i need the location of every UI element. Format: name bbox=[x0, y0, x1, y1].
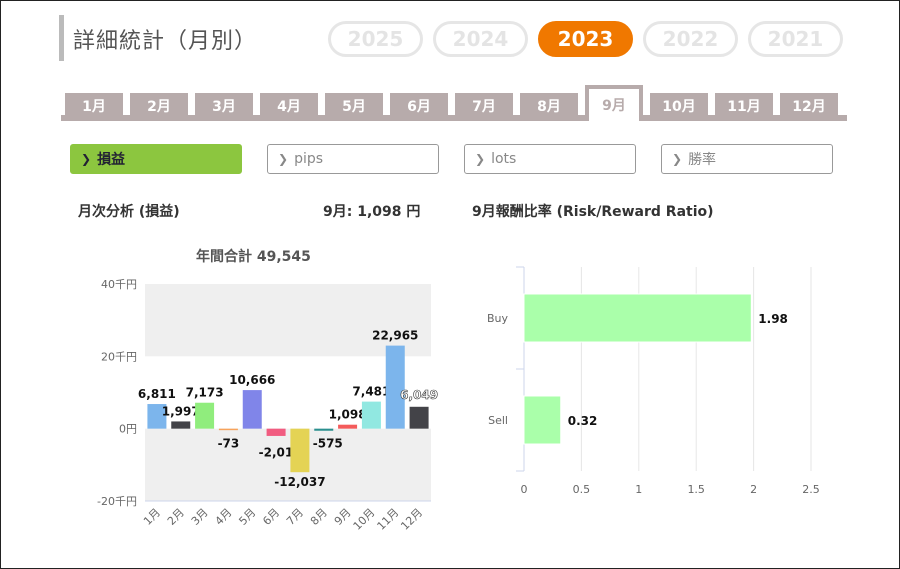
bar-value-label: 1,098 bbox=[329, 408, 367, 422]
x-tick-label: 5月 bbox=[236, 506, 258, 528]
tab-month-4[interactable]: 4月 bbox=[260, 93, 318, 119]
x-tick-label: 1月 bbox=[141, 506, 163, 528]
x-tick-label: 10月 bbox=[351, 506, 378, 533]
bar-value-label: 7,173 bbox=[186, 386, 224, 400]
x-tick-label: 11月 bbox=[375, 506, 402, 533]
x-tick-label: 2.5 bbox=[802, 483, 820, 496]
y-tick-label: 20千円 bbox=[101, 350, 137, 363]
monthly-profit-chart: 40千円 20千円 0円 -20千円 6,811 1月 1,997 2月 7,173 3月 -73 4… bbox=[97, 278, 438, 533]
y-tick-label: 40千円 bbox=[101, 278, 137, 291]
ratio-heading: 9月報酬比率 (Risk/Reward Ratio) bbox=[472, 204, 714, 220]
bar-month-3[interactable] bbox=[195, 402, 215, 429]
year-button-2024[interactable]: 2024 bbox=[433, 21, 528, 57]
bar-month-9[interactable] bbox=[338, 424, 358, 429]
tab-month-2[interactable]: 2月 bbox=[130, 93, 188, 119]
bar-month-5[interactable] bbox=[242, 390, 262, 429]
x-tick-label: 0 bbox=[521, 483, 528, 496]
tab-month-8[interactable]: 8月 bbox=[520, 93, 578, 119]
y-category-label: Sell bbox=[488, 414, 508, 427]
metric-button-pips[interactable]: ❯ pips bbox=[267, 144, 439, 174]
tab-month-11[interactable]: 11月 bbox=[715, 93, 773, 119]
metric-button-profit[interactable]: ❯ 損益 bbox=[70, 144, 242, 174]
bar-month-10[interactable] bbox=[361, 401, 381, 429]
tab-month-12[interactable]: 12月 bbox=[780, 93, 838, 119]
bar-buy[interactable] bbox=[523, 293, 752, 343]
bar-month-11[interactable] bbox=[385, 345, 405, 429]
bar-value-label: 6,049 bbox=[400, 388, 438, 402]
bar-value-label: 22,965 bbox=[372, 329, 418, 343]
bar-value-label: 10,666 bbox=[229, 373, 275, 387]
monthly-summary: 9月: 1,098 円 bbox=[323, 204, 421, 220]
chevron-right-icon: ❯ bbox=[672, 152, 683, 166]
tab-month-1[interactable]: 1月 bbox=[65, 93, 123, 119]
x-tick-label: 8月 bbox=[308, 506, 330, 528]
page-title: 詳細統計（月別） bbox=[73, 29, 258, 54]
tab-month-5[interactable]: 5月 bbox=[325, 93, 383, 119]
tab-month-3[interactable]: 3月 bbox=[195, 93, 253, 119]
bar-value-label: -575 bbox=[313, 437, 343, 451]
x-tick-label: 6月 bbox=[260, 506, 282, 528]
chevron-right-icon: ❯ bbox=[81, 152, 92, 166]
month-tabs: 1月 2月 3月 4月 5月 6月 7月 8月 9月 10月 11月 12月 bbox=[61, 85, 847, 121]
metric-label: lots bbox=[491, 151, 517, 167]
tab-month-10[interactable]: 10月 bbox=[650, 93, 708, 119]
x-tick-label: 1 bbox=[635, 483, 642, 496]
risk-reward-chart: 0 0.5 1 1.5 2 2.5 1.98 Buy 0.32 Sell bbox=[487, 266, 820, 496]
bar-month-7[interactable] bbox=[290, 428, 310, 473]
bar-value-label: 7,481 bbox=[352, 385, 390, 399]
metric-label: pips bbox=[294, 151, 324, 167]
x-tick-label: 12月 bbox=[398, 506, 425, 533]
bar-value-label: 1,997 bbox=[162, 404, 200, 418]
title-accent-bar bbox=[59, 15, 64, 61]
bar-month-1[interactable] bbox=[147, 404, 167, 429]
bar-month-4[interactable] bbox=[218, 428, 238, 431]
y-category-label: Buy bbox=[487, 312, 509, 325]
bar-month-6[interactable] bbox=[266, 428, 286, 436]
y-tick-label: -20千円 bbox=[97, 495, 137, 508]
month-tabs-baseline bbox=[61, 115, 847, 121]
x-tick-label: 7月 bbox=[284, 506, 306, 528]
bar-month-2[interactable] bbox=[171, 421, 191, 429]
x-tick-label: 2月 bbox=[165, 506, 187, 528]
tab-month-6[interactable]: 6月 bbox=[390, 93, 448, 119]
y-tick-label: 0円 bbox=[119, 423, 137, 436]
bar-sell[interactable] bbox=[523, 395, 562, 445]
x-tick-label: 4月 bbox=[213, 506, 235, 528]
bar-value-label: 0.32 bbox=[568, 414, 598, 428]
year-button-2025[interactable]: 2025 bbox=[328, 21, 423, 57]
x-tick-label: 3月 bbox=[189, 506, 211, 528]
bar-month-12[interactable] bbox=[409, 406, 429, 429]
tab-month-9[interactable]: 9月 bbox=[585, 85, 643, 121]
bar-month-8[interactable] bbox=[314, 428, 334, 431]
bar-value-label: -73 bbox=[218, 437, 240, 451]
chevron-right-icon: ❯ bbox=[475, 152, 486, 166]
bar-value-label: -12,037 bbox=[274, 475, 325, 489]
metric-button-lots[interactable]: ❯ lots bbox=[464, 144, 636, 174]
x-tick-label: 0.5 bbox=[573, 483, 591, 496]
plot-band bbox=[145, 428, 431, 501]
x-tick-label: 2 bbox=[750, 483, 757, 496]
year-button-2022[interactable]: 2022 bbox=[643, 21, 738, 57]
metric-button-winrate[interactable]: ❯ 勝率 bbox=[661, 144, 833, 174]
bar-value-label: 6,811 bbox=[138, 387, 176, 401]
bar-value-label: 1.98 bbox=[758, 312, 788, 326]
x-tick-label: 1.5 bbox=[687, 483, 705, 496]
year-button-2021[interactable]: 2021 bbox=[748, 21, 843, 57]
tab-month-7[interactable]: 7月 bbox=[455, 93, 513, 119]
metric-label: 勝率 bbox=[688, 152, 717, 168]
annual-total-title: 年間合計 49,545 bbox=[196, 249, 311, 265]
year-button-2023[interactable]: 2023 bbox=[538, 21, 633, 57]
monthly-analysis-heading: 月次分析 (損益) bbox=[78, 204, 180, 220]
plot-band bbox=[145, 284, 431, 357]
year-selector: 2025 2024 2023 2022 2021 bbox=[328, 21, 843, 57]
chevron-right-icon: ❯ bbox=[278, 152, 289, 166]
metric-label: 損益 bbox=[97, 152, 126, 168]
